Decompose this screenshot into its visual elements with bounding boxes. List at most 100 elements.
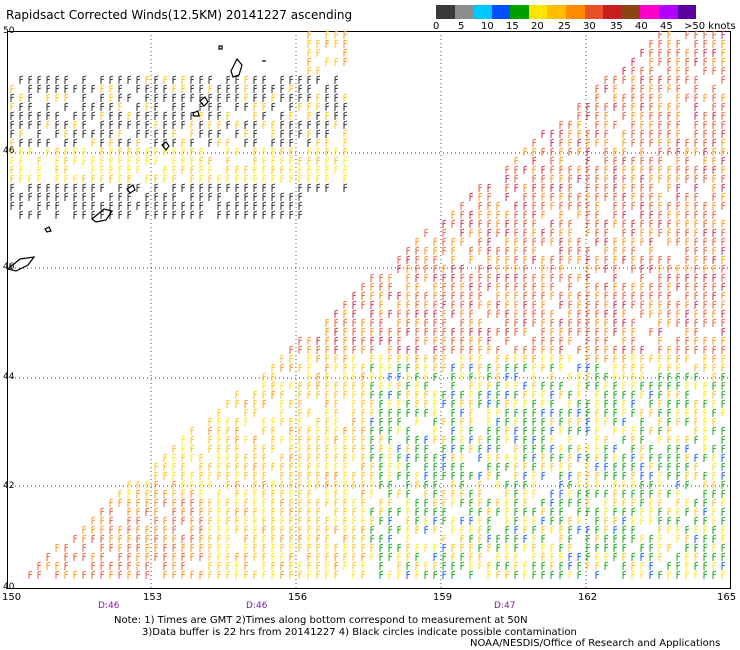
wind-barb (559, 453, 564, 462)
wind-barb (280, 408, 285, 417)
wind-barb (541, 408, 546, 417)
wind-barb (181, 147, 186, 156)
wind-barb (451, 525, 456, 534)
wind-barb (568, 453, 573, 462)
wind-barb (586, 399, 591, 408)
wind-barb (424, 507, 429, 516)
wind-barb (154, 201, 159, 210)
wind-barb (469, 552, 474, 561)
wind-barb (460, 282, 465, 291)
wind-barb (451, 399, 456, 408)
wind-barb (118, 156, 123, 165)
wind-barb (64, 93, 69, 102)
wind-barb (379, 471, 384, 480)
wind-barb (415, 471, 420, 480)
wind-barb (370, 462, 375, 471)
wind-barb (577, 300, 582, 309)
wind-barb (496, 228, 501, 237)
lon-label-153: 153 (143, 592, 163, 603)
wind-barb (343, 552, 348, 561)
wind-barb (136, 75, 141, 84)
wind-barb (172, 84, 177, 93)
wind-barb (307, 174, 312, 183)
wind-barb (694, 75, 699, 84)
wind-barb (604, 75, 609, 84)
wind-barb (379, 453, 384, 462)
wind-barb (622, 399, 627, 408)
wind-barb (190, 156, 195, 165)
wind-barb (298, 201, 303, 210)
wind-barb (370, 516, 375, 525)
wind-barb (604, 246, 609, 255)
wind-barb (127, 93, 132, 102)
wind-barb (100, 534, 105, 543)
wind-barb (280, 417, 285, 426)
wind-barb (163, 489, 168, 498)
wind-barb (10, 102, 15, 111)
wind-barb (424, 354, 429, 363)
wind-barb (100, 111, 105, 120)
wind-barb (631, 561, 636, 570)
wind-barb (496, 246, 501, 255)
wind-barb (694, 93, 699, 102)
wind-barb (154, 489, 159, 498)
wind-barb (181, 498, 186, 507)
wind-barb (532, 462, 537, 471)
wind-barb (514, 444, 519, 453)
wind-barb (334, 525, 339, 534)
wind-barb (37, 129, 42, 138)
wind-barb (64, 102, 69, 111)
wind-barb (397, 444, 402, 453)
wind-barb (46, 147, 51, 156)
wind-barb (721, 228, 726, 237)
wind-barb (460, 426, 465, 435)
wind-barb (244, 525, 249, 534)
wind-barb (361, 336, 366, 345)
wind-barb (451, 516, 456, 525)
wind-barb (712, 48, 717, 57)
wind-barb (631, 372, 636, 381)
wind-barb (721, 282, 726, 291)
wind-barb (577, 192, 582, 201)
wind-barb (127, 489, 132, 498)
wind-barb (640, 453, 645, 462)
wind-barb (568, 525, 573, 534)
wind-barb (721, 525, 726, 534)
wind-barb (685, 453, 690, 462)
wind-barb (325, 345, 330, 354)
wind-barb (712, 264, 717, 273)
wind-barb (325, 183, 330, 192)
wind-barb (451, 435, 456, 444)
wind-barb (316, 498, 321, 507)
wind-barb (388, 291, 393, 300)
wind-barb (253, 507, 258, 516)
wind-barb (595, 228, 600, 237)
wind-barb (568, 165, 573, 174)
wind-barb (361, 318, 366, 327)
wind-barb (442, 561, 447, 570)
wind-barb (712, 507, 717, 516)
wind-barb (721, 552, 726, 561)
wind-barb (64, 156, 69, 165)
wind-barb (640, 462, 645, 471)
wind-barb (316, 372, 321, 381)
wind-barb (622, 282, 627, 291)
wind-barb (397, 543, 402, 552)
wind-barb (469, 246, 474, 255)
wind-barb (514, 300, 519, 309)
wind-barb (622, 318, 627, 327)
wind-barb (289, 516, 294, 525)
wind-barb (82, 552, 87, 561)
wind-barb (379, 291, 384, 300)
wind-barb (694, 309, 699, 318)
wind-barb (658, 273, 663, 282)
wind-barb (568, 201, 573, 210)
wind-barb (523, 282, 528, 291)
wind-barb (703, 120, 708, 129)
wind-barb (271, 525, 276, 534)
wind-barb (550, 444, 555, 453)
wind-barb (559, 507, 564, 516)
wind-barb (415, 570, 420, 579)
wind-barb (541, 129, 546, 138)
wind-barb (172, 138, 177, 147)
